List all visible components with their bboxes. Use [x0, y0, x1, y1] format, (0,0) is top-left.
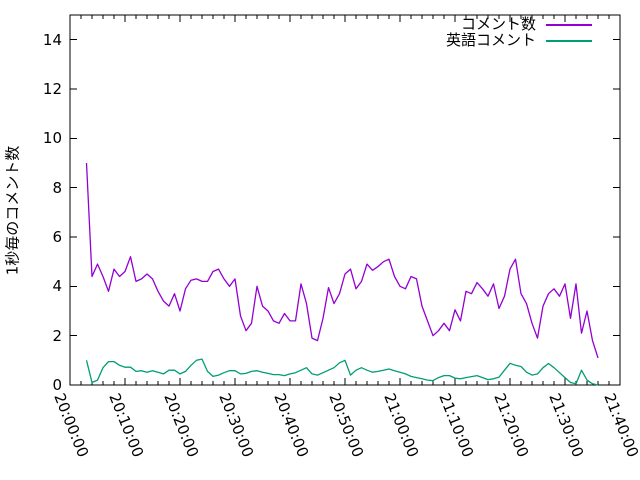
legend-line-sample-english-comments — [546, 39, 592, 42]
legend-label-comments: コメント数 — [460, 15, 536, 33]
series-line-0 — [85, 162, 599, 359]
legend: コメント数 英語コメント — [0, 17, 592, 49]
y-tick-label: 10 — [42, 129, 62, 148]
y-tick-label: 4 — [52, 277, 62, 296]
y-tick-label: 12 — [42, 80, 62, 98]
y-tick-label: 8 — [52, 178, 62, 197]
y-tick-label: 6 — [52, 228, 62, 246]
y-axis-title: 1秒毎のコメント数 — [3, 145, 22, 276]
legend-item-comments: コメント数 — [0, 17, 592, 32]
legend-label-english-comments: 英語コメント — [445, 31, 536, 49]
legend-item-english-comments: 英語コメント — [0, 33, 592, 48]
y-tick-label: 2 — [52, 326, 62, 345]
legend-line-sample-comments — [546, 23, 592, 26]
series-line-1 — [85, 358, 599, 386]
y-tick-label: 14 — [42, 30, 62, 49]
y-tick-label: 0 — [52, 376, 62, 394]
plot-border — [69, 14, 621, 386]
